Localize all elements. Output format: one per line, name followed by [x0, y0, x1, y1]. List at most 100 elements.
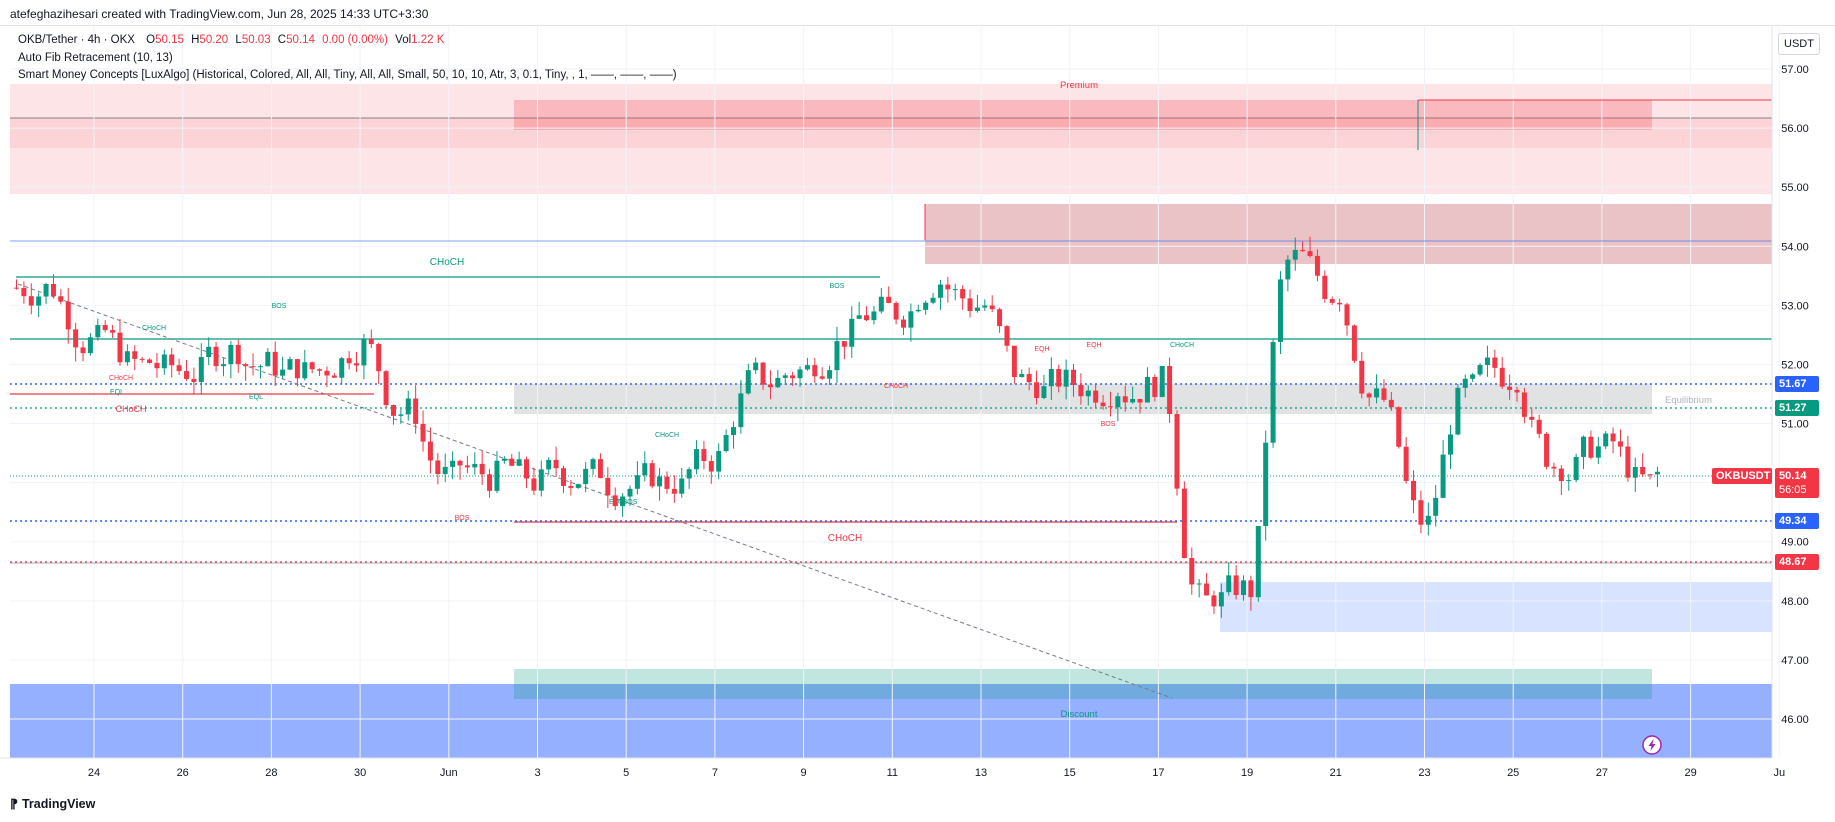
legend-indicator-fib[interactable]: Auto Fib Retracement (10, 13): [18, 52, 173, 64]
candle-body: [302, 362, 308, 379]
candle-body: [339, 358, 345, 378]
candle-body: [1071, 369, 1077, 385]
candle-body: [110, 330, 116, 333]
candle-body: [324, 370, 330, 376]
candle-body: [1085, 390, 1091, 397]
candle-body: [427, 441, 433, 461]
candle-body: [287, 359, 293, 370]
candle-body: [1573, 456, 1579, 481]
candle-body: [686, 469, 692, 479]
candle-body: [191, 378, 197, 383]
discount-zone: [10, 684, 1772, 758]
candle-body: [679, 478, 685, 494]
candle-body: [139, 358, 145, 360]
candle-body: [627, 488, 633, 497]
choch-label-2: CHoCH: [115, 404, 146, 414]
candle-body: [1544, 433, 1550, 467]
legend-o-value: 50.15: [155, 34, 184, 46]
candle-body: [494, 460, 500, 491]
candle-body: [1034, 382, 1040, 398]
candle-body: [479, 463, 485, 475]
candle-body: [605, 477, 611, 496]
candle-body: [760, 362, 766, 385]
chart-header: atefeghazihesari created with TradingVie…: [0, 0, 1835, 26]
candle-body: [36, 296, 42, 306]
candle-body: [538, 469, 544, 491]
candle-body: [753, 362, 759, 371]
lightning-icon[interactable]: [1642, 735, 1662, 755]
candle-body: [804, 365, 810, 370]
symbol-price-label: OKBUSDT: [1712, 468, 1772, 484]
candle-body: [184, 371, 190, 379]
legend-l-value: 50.03: [241, 34, 271, 46]
candle-body: [871, 311, 877, 321]
candle-body: [472, 463, 478, 468]
candle-body: [701, 449, 707, 462]
candle-body: [583, 468, 589, 485]
eql-label-1: EQL: [110, 389, 124, 396]
candle-body: [1329, 299, 1335, 303]
candle-body: [1041, 386, 1047, 398]
grid: [10, 26, 1780, 758]
candle-body: [243, 364, 249, 367]
candle-body: [450, 460, 456, 467]
candle-body: [176, 365, 182, 372]
legend-c-value: 50.14: [286, 34, 315, 46]
candle-body: [1351, 325, 1357, 361]
candle-body: [1529, 416, 1535, 420]
discount-label: Discount: [1061, 709, 1098, 720]
candle-body: [1307, 251, 1313, 256]
candle-body: [117, 332, 123, 363]
candle-body: [1314, 255, 1320, 276]
candle-body: [745, 370, 751, 394]
time-tick-label: 19: [1241, 767, 1253, 779]
candle-body: [43, 284, 49, 297]
legend-vol-value: 1.22 K: [411, 34, 445, 46]
candle-body: [790, 375, 796, 379]
candle-body: [1011, 345, 1017, 378]
price-tick-label: 57.00: [1781, 64, 1809, 76]
candle-body: [161, 354, 167, 369]
candle-body: [1462, 378, 1468, 388]
candle-body: [265, 351, 271, 367]
price-tick-label: 53.00: [1781, 300, 1809, 312]
time-tick-label: 26: [177, 767, 189, 779]
time-tick-label: 3: [534, 767, 540, 779]
candle-body: [1159, 365, 1165, 397]
bos-label-4: BOS: [455, 515, 470, 522]
price-tick-label: 46.00: [1781, 714, 1809, 726]
candle-body: [915, 309, 921, 312]
candle-body: [1514, 389, 1520, 393]
time-tick-label: 5: [623, 767, 629, 779]
premium-zone-band: [10, 118, 1772, 148]
candle-body: [1588, 436, 1594, 458]
candle-body: [420, 423, 426, 442]
candle-body: [124, 351, 130, 363]
candle-body: [1115, 396, 1121, 408]
time-tick-label: 30: [354, 767, 366, 779]
candle-body: [730, 427, 736, 436]
legend-indicator-smc[interactable]: Smart Money Concepts [LuxAlgo] (Historic…: [18, 69, 677, 81]
tradingview-logo[interactable]: ⁋ TradingView: [10, 796, 95, 811]
candle-body: [154, 362, 160, 369]
price-label-48-67: 48.67: [1775, 554, 1819, 570]
candle-body: [560, 468, 566, 486]
candle-body: [893, 302, 899, 320]
time-axis[interactable]: 24 26 28 30 Jun 3 5 7 9 11 13 15 17 19 21 23 25 27 29 Ju: [88, 767, 1785, 779]
time-tick-label: 13: [975, 767, 987, 779]
candle-body: [590, 459, 596, 469]
candle-body: [1617, 441, 1623, 447]
choch-label-6: CHoCH: [655, 432, 679, 439]
candle-body: [612, 495, 618, 507]
candle-body: [368, 338, 374, 345]
currency-button[interactable]: USDT: [1778, 33, 1820, 55]
legend-symbol[interactable]: OKB/Tether · 4h · OKX: [18, 34, 135, 46]
price-axis[interactable]: 57.0056.0055.0054.0053.0052.0051.0050.00…: [1781, 64, 1809, 726]
candle-body: [620, 496, 626, 507]
candle-body: [834, 341, 840, 371]
candle-body: [819, 376, 825, 379]
candle-body: [516, 459, 522, 466]
candle-body: [1344, 304, 1350, 326]
candle-body: [1137, 399, 1143, 403]
